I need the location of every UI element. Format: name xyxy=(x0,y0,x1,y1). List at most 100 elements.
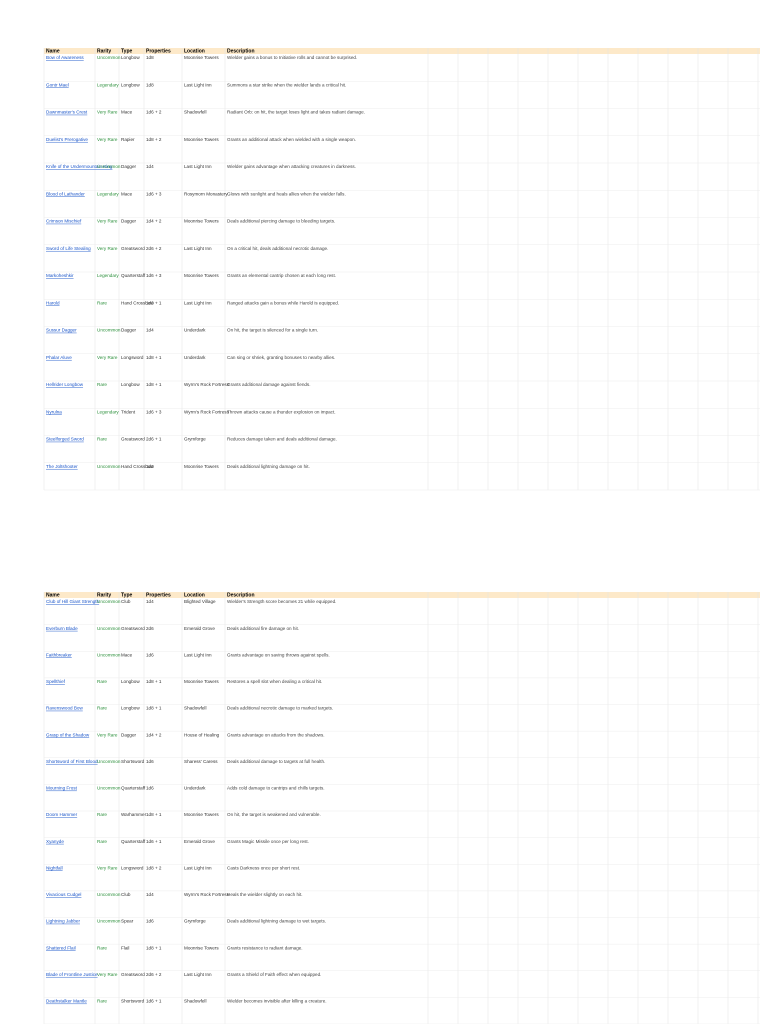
cell: Reduces damage taken and deals additiona… xyxy=(227,437,337,442)
cell: Wyrm's Rock Fortress xyxy=(184,382,230,387)
cell: 1d6 + 3 xyxy=(146,273,162,278)
cell: Very Rare xyxy=(97,110,118,115)
cell: Rare xyxy=(97,812,107,817)
item-link[interactable]: Blood of Lathander xyxy=(46,191,85,196)
item-link[interactable]: Everburn Blade xyxy=(46,626,78,631)
item-link[interactable]: Shattered Flail xyxy=(46,945,76,950)
item-link[interactable]: Steelforged Sword xyxy=(46,437,84,442)
cell: Warhammer xyxy=(121,812,147,817)
cell: Dagger xyxy=(121,732,137,737)
cell: 1d8 + 1 xyxy=(146,812,162,817)
cell: Spear xyxy=(121,919,134,924)
item-link[interactable]: Markoheshkir xyxy=(46,273,74,278)
cell: 1d8 + 1 xyxy=(146,382,162,387)
item-link[interactable]: Bow of Awareness xyxy=(46,55,84,60)
cell: Uncommon xyxy=(97,759,121,764)
item-link[interactable]: Faithbreaker xyxy=(46,652,72,657)
item-link[interactable]: Club of Hill Giant Strength xyxy=(46,599,100,604)
cell: Rosymorn Monastery xyxy=(184,191,228,196)
cell: Deals additional lightning damage on hit… xyxy=(227,464,310,469)
cell: Hand Crossbow xyxy=(121,300,154,305)
item-link[interactable]: Mourning Frost xyxy=(46,786,78,791)
item-link[interactable]: Hellrider Longbow xyxy=(46,382,84,387)
cell: Rare xyxy=(97,839,107,844)
item-link[interactable]: Dawnmaster's Crest xyxy=(46,110,88,115)
cell: Last Light Inn xyxy=(184,865,212,870)
cell: Very Rare xyxy=(97,865,118,870)
cell: 1d6 xyxy=(146,464,154,469)
cell: Grants an additional attack when wielded… xyxy=(227,137,356,142)
item-link[interactable]: Shortsword of First Blood xyxy=(46,759,98,764)
item-link[interactable]: Doom Hammer xyxy=(46,812,78,817)
cell: Uncommon xyxy=(97,652,121,657)
cell: 1d8 xyxy=(146,55,154,60)
cell: Very Rare xyxy=(97,972,118,977)
cell: Flail xyxy=(121,945,129,950)
item-link[interactable]: Blade of Frontline Justice xyxy=(46,972,98,977)
item-link[interactable]: Ravenswood Bow xyxy=(46,706,83,711)
item-link[interactable]: Sussur Dagger xyxy=(46,328,77,333)
cell: Ranged attacks gain a bonus while Harold… xyxy=(227,300,339,305)
cell: Deals additional damage to targets at fu… xyxy=(227,759,325,764)
cell: Longbow xyxy=(121,55,140,60)
item-link[interactable]: Nyrulna xyxy=(46,409,62,414)
cell: Moonrise Towers xyxy=(184,273,219,278)
cell: Legendary xyxy=(97,82,119,87)
header-row xyxy=(44,592,760,598)
item-link[interactable]: Harold xyxy=(46,300,60,305)
item-link[interactable]: Duelist's Prerogative xyxy=(46,137,88,142)
cell: Quarterstaff xyxy=(121,273,146,278)
cell: 2d6 + 2 xyxy=(146,972,162,977)
cell: Emerald Grove xyxy=(184,839,215,844)
cell: Last Light Inn xyxy=(184,246,212,251)
cell: Grants advantage on saving throws agains… xyxy=(227,652,330,657)
cell: Grants an elemental cantrip chosen at ea… xyxy=(227,273,336,278)
cell: Quarterstaff xyxy=(121,839,146,844)
cell: 1d4 + 2 xyxy=(146,732,162,737)
cell: On hit, the target is weakened and vulne… xyxy=(227,812,321,817)
cell: Rapier xyxy=(121,137,135,142)
cell: Moonrise Towers xyxy=(184,679,219,684)
cell: 1d6 + 2 xyxy=(146,110,162,115)
item-link[interactable]: The Joltshooter xyxy=(46,464,78,469)
cell: Longbow xyxy=(121,382,140,387)
cell: 1d4 xyxy=(146,599,154,604)
item-link[interactable]: Crimson Mischief xyxy=(46,219,82,224)
cell: Uncommon xyxy=(97,786,121,791)
cell: Deals additional lightning damage to wet… xyxy=(227,919,326,924)
cell: Shadowfell xyxy=(184,706,206,711)
cell: Restores a spell slot when dealing a cri… xyxy=(227,679,322,684)
item-link[interactable]: Gontr Mael xyxy=(46,82,69,87)
cell: On hit, the target is silenced for a sin… xyxy=(227,328,318,333)
cell: Rare xyxy=(97,999,107,1004)
cell: Longbow xyxy=(121,82,140,87)
cell: Longbow xyxy=(121,706,140,711)
item-link[interactable]: Lightning Jabber xyxy=(46,919,80,924)
header-row xyxy=(44,48,760,54)
cell: Last Light Inn xyxy=(184,164,212,169)
cell: Shadowfell xyxy=(184,999,206,1004)
item-link[interactable]: Sword of Life Stealing xyxy=(46,246,91,251)
cell: 2d6 xyxy=(146,626,154,631)
cell: Greatsword xyxy=(121,437,145,442)
cell: Thrown attacks cause a thunder explosion… xyxy=(227,409,336,414)
cell: Casts Darkness once per short rest. xyxy=(227,865,300,870)
item-link[interactable]: Vivacious Cudgel xyxy=(46,892,81,897)
cell: Uncommon xyxy=(97,328,121,333)
cell: 1d8 + 1 xyxy=(146,679,162,684)
item-link[interactable]: Grasp of the Shadow xyxy=(46,732,90,737)
cell: Last Light Inn xyxy=(184,972,212,977)
item-link[interactable]: Spellthief xyxy=(46,679,66,684)
cell: Wielder's Strength score becomes 21 whil… xyxy=(227,599,336,604)
item-link[interactable]: Deathstalker Mantle xyxy=(46,999,87,1004)
cell: 1d4 xyxy=(146,164,154,169)
cell: Last Light Inn xyxy=(184,82,212,87)
cell: Uncommon xyxy=(97,892,121,897)
item-link[interactable]: Nightfall xyxy=(46,865,63,870)
column-header: Type xyxy=(121,48,133,54)
item-link[interactable]: Phalar Aluve xyxy=(46,355,72,360)
cell: House of Healing xyxy=(184,732,220,737)
cell: Greatsword xyxy=(121,246,145,251)
item-link[interactable]: Knife of the Undermountain King xyxy=(46,164,113,169)
item-link[interactable]: Xyanyde xyxy=(46,839,64,844)
